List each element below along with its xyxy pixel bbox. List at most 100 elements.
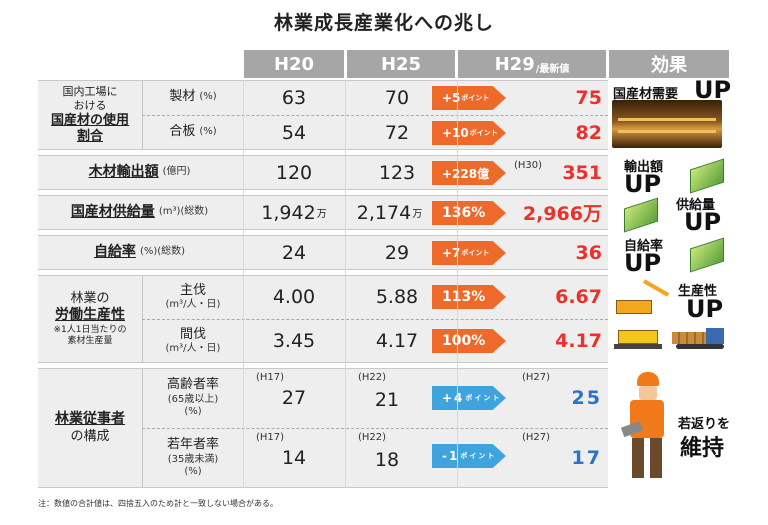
export-change: +228億 <box>442 166 490 181</box>
forestry-worker-illustration <box>620 372 674 484</box>
header-h20-label: H20 <box>273 53 315 75</box>
young-y1: (H17) <box>256 432 285 443</box>
supply-h20-unit: 万 <box>316 209 327 220</box>
thinning-h20: 3.45 <box>272 330 316 352</box>
header-h25-label: H25 <box>380 53 422 75</box>
elder-sub2: (%) <box>184 406 202 418</box>
thinning-h25: 4.17 <box>375 330 419 352</box>
supply-change-arrow: 136% <box>432 201 506 225</box>
elder-y2: (H22) <box>358 372 387 383</box>
elder-change-unit: ポイント <box>465 393 502 402</box>
elder-label: 高齢者率 (65歳以上) (%) <box>145 368 241 428</box>
productivity-label: 林業の 労働生産性 ※1人1日当たりの 素材生産量 <box>38 275 142 363</box>
supply-change: 136% <box>442 205 486 221</box>
lumber-h25: 70 <box>384 86 410 109</box>
effect-selfsuff: 自給率 <box>624 239 664 254</box>
selfsuff-unit: (%)(総数) <box>139 246 186 258</box>
supply-h25-unit: 万 <box>412 209 423 220</box>
header-h29-label: H29 <box>494 53 535 75</box>
plywood-change: +10 <box>442 126 469 140</box>
young-change-arrow: -1 ポイント <box>432 444 506 468</box>
plywood-name: 合板 <box>169 124 196 140</box>
main-cut-latest: 6.67 <box>555 286 602 308</box>
main-cut-h25: 5.88 <box>375 286 419 308</box>
elder-name: 高齢者率 <box>166 377 219 393</box>
row-export <box>38 155 608 190</box>
export-label: 木材輸出額 (億円) <box>38 155 241 190</box>
money-icon <box>690 237 724 273</box>
young-change-unit: ポイント <box>460 451 497 460</box>
plywood-change-unit: ポイント <box>469 128 498 137</box>
selfsuff-latest: 36 <box>575 241 602 264</box>
productivity-label-4: 素材生産量 <box>67 335 113 346</box>
export-change-arrow: +228億 <box>432 161 506 185</box>
export-unit: (億円) <box>162 166 191 178</box>
footnote: 注：数値の合計値は、四捨五入のため計と一致しない場合がある。 <box>38 499 278 508</box>
domestic-label-4: 割合 <box>76 128 103 144</box>
young-sub2: (%) <box>184 466 202 478</box>
elder-change-arrow: +4 ポイント <box>432 386 506 410</box>
elder-latest: 25 <box>571 387 602 409</box>
supply-label: 国産材供給量 (m³)(総数) <box>38 195 241 230</box>
money-icon <box>624 197 658 233</box>
selfsuff-change-arrow: +7 ポイント <box>432 241 506 265</box>
effect-productivity: 生産性 <box>678 284 718 299</box>
elder-sub1: (65歳以上) <box>167 393 219 405</box>
supply-latest: 2,966万 <box>522 203 602 225</box>
export-note: (H30) <box>514 160 543 171</box>
lumber-change-unit: ポイント <box>461 93 490 102</box>
young-sub1: (35歳未満) <box>167 453 219 465</box>
thinning-latest: 4.17 <box>555 330 602 352</box>
main-cut-unit: (m³/人・日) <box>165 298 221 310</box>
export-h20: 120 <box>275 161 313 184</box>
young-h25: 18 <box>374 449 400 471</box>
workers-label-2: の構成 <box>70 428 110 444</box>
effect-supply-up: UP <box>684 208 722 236</box>
export-h25: 123 <box>378 161 416 184</box>
domestic-label-1: 国内工場に <box>62 85 118 98</box>
supply-h20: 1,942 万 <box>244 195 344 230</box>
main-cut-change: 113% <box>442 289 486 305</box>
effect-export: 輸出額 <box>624 160 664 175</box>
selfsuff-change-unit: ポイント <box>461 248 490 257</box>
young-y2: (H22) <box>358 432 387 443</box>
young-latest: 17 <box>571 447 602 469</box>
lumber-change: +5 <box>442 91 461 105</box>
domestic-label: 国内工場に おける 国産材の使用 割合 <box>38 80 142 150</box>
export-name: 木材輸出額 <box>88 163 159 180</box>
main-cut-name: 主伐 <box>179 282 206 298</box>
truck-icon <box>672 326 726 352</box>
selfsuff-h25: 29 <box>384 241 410 264</box>
selfsuff-change: +7 <box>442 246 461 260</box>
export-latest: 351 <box>562 161 602 184</box>
header-h29: H29/最新値 <box>458 50 606 78</box>
page-title: 林業成長産業化への兆し <box>273 12 494 34</box>
lumber-h20: 63 <box>281 86 307 109</box>
forestry-machine-icon <box>612 279 672 318</box>
workers-label: 林業従事者 の構成 <box>38 368 142 488</box>
domestic-label-3: 国産材の使用 <box>50 112 129 128</box>
elder-h20: 27 <box>281 387 307 409</box>
factory-photo <box>612 100 722 148</box>
lumber-latest: 75 <box>575 86 602 109</box>
plywood-h20: 54 <box>281 121 307 144</box>
lumber-label: 製材 (%) <box>145 80 241 115</box>
lumber-unit: (%) <box>199 91 217 103</box>
effect-young-2: 維持 <box>680 436 725 461</box>
elder-y1: (H17) <box>256 372 285 383</box>
lumber-name: 製材 <box>169 89 196 105</box>
header-h25: H25 <box>347 50 455 78</box>
young-name: 若年者率 <box>166 437 219 453</box>
effect-selfsuff-up: UP <box>624 249 662 277</box>
elder-change: +4 <box>442 391 465 405</box>
supply-h25: 2,174 万 <box>347 195 432 230</box>
excavator-icon <box>612 320 672 350</box>
main-cut-label: 主伐 (m³/人・日) <box>145 275 241 319</box>
thinning-name: 間伐 <box>179 326 206 342</box>
lumber-change-arrow: +5 ポイント <box>432 86 506 110</box>
header-h29-small: /最新値 <box>535 63 570 75</box>
main-cut-change-arrow: 113% <box>432 285 506 309</box>
plywood-label: 合板 (%) <box>145 115 241 150</box>
thinning-label: 間伐 (m³/人・日) <box>145 319 241 363</box>
young-label: 若年者率 (35歳未満) (%) <box>145 428 241 488</box>
